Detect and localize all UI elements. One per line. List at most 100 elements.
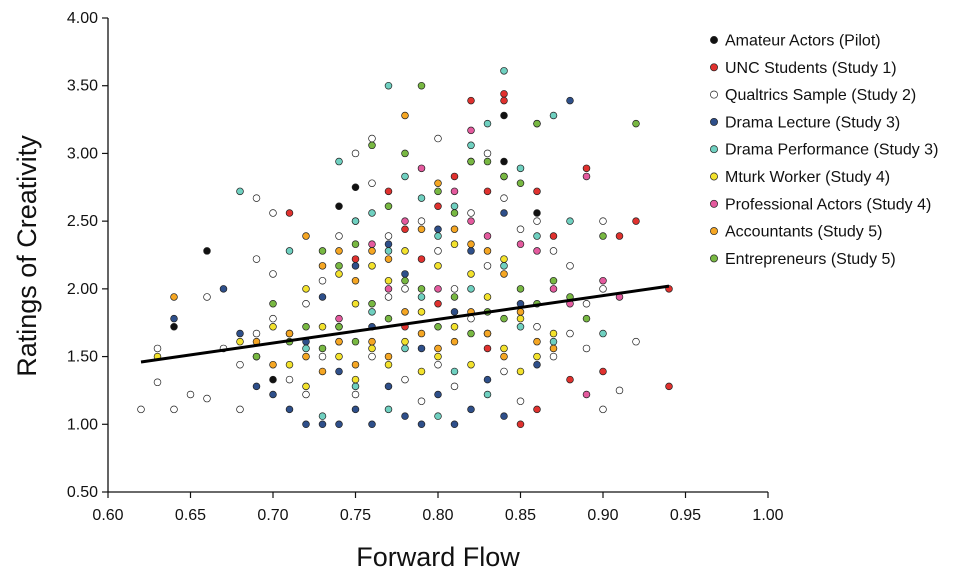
- data-point: [533, 232, 541, 240]
- data-point: [483, 157, 492, 166]
- data-point: [500, 262, 508, 270]
- data-point: [335, 232, 343, 240]
- data-point: [417, 344, 426, 353]
- data-point: [467, 96, 475, 105]
- data-point: [384, 360, 393, 369]
- x-tick-label: 0.60: [92, 507, 123, 524]
- data-point: [401, 172, 409, 181]
- data-point: [351, 183, 360, 192]
- data-point: [368, 240, 376, 248]
- data-point: [170, 314, 178, 323]
- data-point: [269, 390, 277, 399]
- data-point: [533, 405, 541, 414]
- data-point: [467, 285, 475, 293]
- data-point: [351, 382, 360, 391]
- data-point: [549, 111, 558, 120]
- data-point: [368, 134, 376, 143]
- data-point: [450, 323, 459, 331]
- data-point: [384, 405, 393, 414]
- data-point: [533, 209, 541, 217]
- data-point: [467, 209, 475, 217]
- data-point: [434, 352, 442, 361]
- data-point: [285, 209, 294, 217]
- data-point: [203, 293, 211, 301]
- data-point: [417, 194, 426, 202]
- data-point: [384, 276, 393, 285]
- data-point: [632, 119, 640, 128]
- data-point: [401, 225, 409, 234]
- data-point: [500, 270, 508, 278]
- data-point: [599, 276, 607, 285]
- data-point: [549, 247, 558, 255]
- data-point: [483, 390, 492, 399]
- data-point: [335, 262, 343, 270]
- data-point: [500, 96, 508, 105]
- data-point: [401, 111, 409, 120]
- data-point: [467, 329, 475, 338]
- data-point: [467, 240, 475, 248]
- data-point: [401, 375, 409, 384]
- data-point: [368, 141, 376, 150]
- data-point: [153, 344, 162, 353]
- data-point: [483, 247, 492, 255]
- legend-marker: [710, 227, 718, 236]
- data-point: [302, 420, 310, 429]
- data-point: [500, 111, 508, 120]
- data-point: [483, 329, 492, 338]
- data-point: [302, 232, 310, 240]
- data-point: [516, 314, 525, 323]
- data-point: [368, 300, 376, 308]
- data-point: [318, 323, 327, 331]
- data-point: [351, 255, 360, 263]
- data-point: [500, 344, 508, 353]
- data-point: [302, 390, 310, 399]
- data-point: [434, 247, 442, 255]
- data-point: [533, 352, 541, 361]
- data-point: [516, 285, 525, 293]
- data-point: [318, 247, 327, 255]
- data-point: [137, 405, 145, 414]
- data-point: [351, 337, 360, 346]
- data-point: [203, 247, 211, 255]
- data-point: [434, 134, 442, 143]
- y-tick-label: 2.00: [67, 281, 98, 298]
- data-point: [434, 300, 442, 308]
- x-axis-title: Forward Flow: [356, 542, 520, 572]
- data-point: [434, 285, 442, 293]
- data-point: [302, 323, 310, 331]
- data-point: [582, 172, 591, 181]
- data-point: [351, 390, 360, 399]
- data-point: [302, 300, 310, 308]
- data-point: [153, 378, 162, 387]
- y-tick-label: 2.50: [67, 213, 98, 230]
- data-point: [335, 323, 343, 331]
- y-tick-label: 1.00: [67, 416, 98, 433]
- data-point: [599, 232, 607, 240]
- data-point: [566, 375, 574, 384]
- data-point: [467, 157, 475, 166]
- data-point: [582, 300, 591, 308]
- data-point: [384, 285, 393, 293]
- data-point: [516, 420, 525, 429]
- legend-label: Professional Actors (Study 4): [725, 196, 931, 213]
- data-point: [170, 323, 178, 331]
- data-point: [467, 247, 475, 255]
- data-point: [269, 270, 277, 278]
- data-point: [302, 352, 310, 361]
- data-point: [516, 179, 525, 187]
- data-point: [170, 405, 178, 414]
- axes: 0.50 1.00 1.50 2.00 2.50 3.00 3.50 4.00 0.60 0.65…: [67, 10, 784, 524]
- data-point: [318, 293, 327, 301]
- data-point: [285, 247, 294, 255]
- data-point: [665, 382, 673, 391]
- data-point: [335, 270, 343, 278]
- data-point: [252, 329, 261, 338]
- data-point: [417, 225, 426, 234]
- data-point: [170, 293, 178, 301]
- x-tick-label: 0.80: [422, 507, 453, 524]
- data-point: [483, 262, 492, 270]
- data-point: [467, 217, 475, 225]
- data-point: [615, 232, 624, 240]
- data-point: [467, 270, 475, 278]
